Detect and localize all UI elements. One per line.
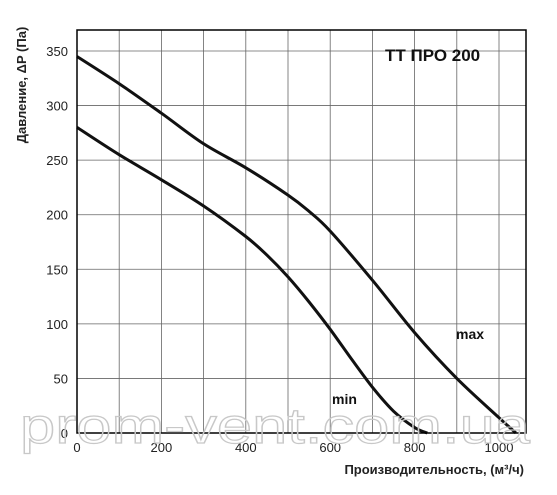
y-tick-label: 100 — [46, 317, 68, 332]
x-tick-labels: 0 200 400 600 800 1000 — [73, 440, 513, 455]
x-tick-label: 600 — [319, 440, 341, 455]
grid — [77, 30, 526, 433]
series-line-min — [76, 126, 428, 435]
y-tick-label: 350 — [46, 44, 68, 59]
series-label-min: min — [332, 391, 357, 407]
y-tick-label: 50 — [54, 371, 68, 386]
x-tick-label: 800 — [404, 440, 426, 455]
x-axis-label: Производительность, (м³/ч) — [344, 462, 524, 477]
y-tick-label: 150 — [46, 262, 68, 277]
series-curves — [76, 55, 517, 435]
x-tick-label: 200 — [151, 440, 173, 455]
series-line-max — [76, 55, 517, 435]
y-tick-label: 200 — [46, 208, 68, 223]
plot-frame — [76, 29, 527, 434]
x-tick-label: 0 — [73, 440, 80, 455]
y-tick-label: 250 — [46, 153, 68, 168]
watermark: prom-vent.com.ua — [20, 398, 530, 454]
x-tick-label: 1000 — [485, 440, 514, 455]
x-tick-label: 400 — [235, 440, 257, 455]
y-tick-labels: 0 50 100 150 200 250 300 350 — [46, 44, 68, 441]
y-tick-label: 0 — [61, 426, 68, 441]
y-axis-label: Давление, ΔP (Па) — [14, 27, 29, 144]
chart-title: ТТ ПРО 200 — [385, 46, 480, 65]
y-tick-label: 300 — [46, 99, 68, 114]
series-label-max: max — [456, 326, 484, 342]
